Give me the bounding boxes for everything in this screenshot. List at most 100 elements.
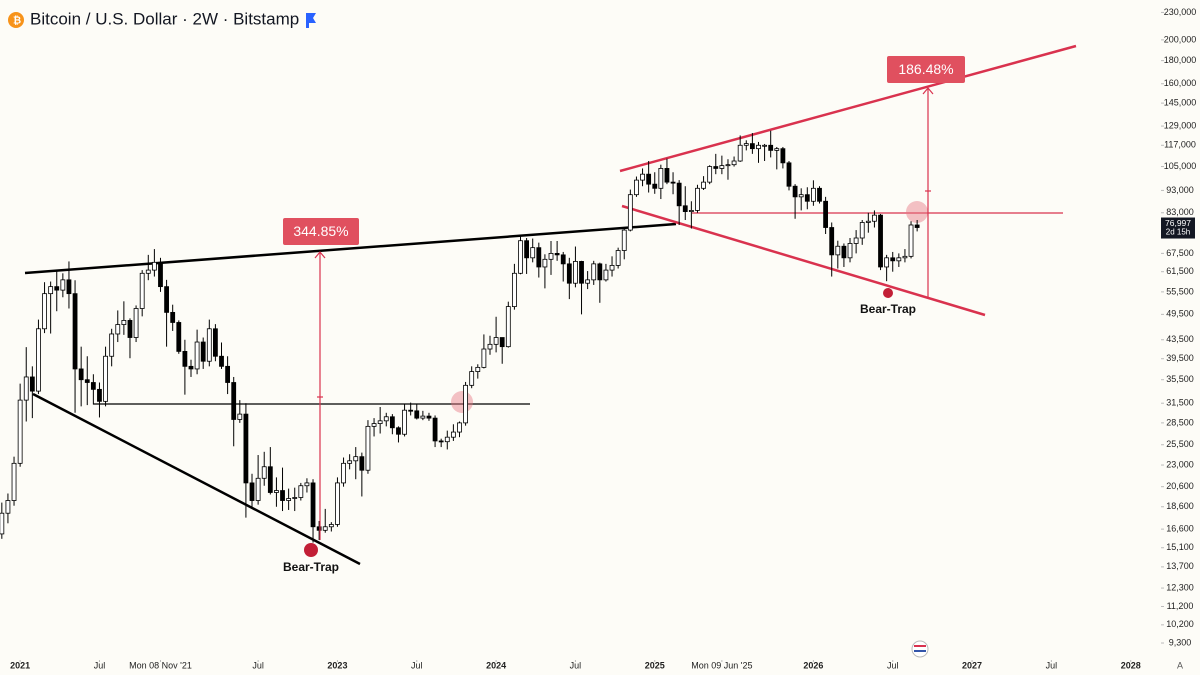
y-tick-label: 105,000 xyxy=(1164,161,1197,171)
y-tick-label: 49,500 xyxy=(1166,309,1194,319)
candle-body xyxy=(438,440,444,443)
candle-body xyxy=(383,416,389,422)
candle-body xyxy=(786,162,792,187)
x-tick-label: 2023 xyxy=(327,660,347,670)
candle-body xyxy=(5,500,11,514)
candle-body xyxy=(267,466,273,493)
flag-icon[interactable] xyxy=(306,13,316,28)
candle-body xyxy=(243,413,249,484)
candle-body xyxy=(847,243,853,259)
candle-body xyxy=(97,388,102,402)
candle-body xyxy=(365,425,371,471)
candle-body xyxy=(695,187,700,211)
events-icon-stripe xyxy=(914,650,926,652)
x-tick-label: Jul xyxy=(411,660,423,670)
candle-body xyxy=(54,286,60,291)
candle-body xyxy=(176,322,182,352)
auto-scale-button[interactable]: A xyxy=(1177,660,1183,670)
gain-label: 186.48% xyxy=(898,61,953,77)
chart-title: Bitcoin / U.S. Dollar · 2W · Bitstamp xyxy=(30,9,299,28)
candle-body xyxy=(676,182,682,207)
measure-arrowhead xyxy=(922,87,934,95)
candle-body xyxy=(11,462,17,501)
candle-body xyxy=(609,265,615,271)
candle-body xyxy=(274,490,279,493)
candle-body xyxy=(90,382,96,390)
x-tick-label: Mon 09 Jun '25 xyxy=(691,660,752,670)
candle-body xyxy=(457,422,462,433)
candle-body xyxy=(536,247,542,268)
candle-body xyxy=(914,224,920,228)
x-tick-label: 2027 xyxy=(962,660,982,670)
y-tick-label: 13,700 xyxy=(1166,561,1194,571)
y-tick-label: 93,000 xyxy=(1166,185,1194,195)
candle-body xyxy=(701,181,706,189)
candle-body xyxy=(414,410,420,419)
candle-body xyxy=(487,343,493,350)
bear-trap-label: Bear-Trap xyxy=(860,302,916,316)
candle-body xyxy=(328,524,334,528)
candle-body xyxy=(872,214,877,222)
y-tick-label: 10,200 xyxy=(1166,619,1194,629)
y-tick-label: 83,000 xyxy=(1166,207,1194,217)
candle-body xyxy=(29,376,35,392)
candle-body xyxy=(896,257,902,262)
candle-body xyxy=(261,466,267,479)
candle-body xyxy=(518,240,523,274)
y-tick-label: 9,300 xyxy=(1169,637,1192,647)
candle-body xyxy=(353,456,359,462)
candle-body xyxy=(524,240,530,259)
candle-body xyxy=(347,460,353,464)
candle-body xyxy=(493,337,499,345)
bitcoin-logo xyxy=(8,12,24,28)
y-tick-label: 35,500 xyxy=(1166,374,1194,384)
candle-body xyxy=(371,423,377,427)
candle-body xyxy=(566,263,572,284)
candle-body xyxy=(60,279,66,291)
candle-body xyxy=(670,181,676,184)
candle-body xyxy=(23,376,29,401)
candle-body xyxy=(42,293,47,330)
y-tick-label: 61,500 xyxy=(1166,266,1194,276)
candle-body xyxy=(762,144,767,147)
countdown-label: 2d 15h xyxy=(1166,228,1190,237)
candle-body xyxy=(658,168,664,189)
candle-body xyxy=(627,194,633,231)
candle-body xyxy=(554,252,560,256)
candle-body xyxy=(432,417,438,442)
last-price-tag xyxy=(1161,217,1195,239)
candle-body xyxy=(66,279,72,295)
candle-body xyxy=(255,477,261,501)
candle-body xyxy=(603,269,609,281)
candle-body xyxy=(707,166,713,183)
y-tick-label: 129,000 xyxy=(1164,120,1197,130)
candle-body xyxy=(396,427,401,435)
candle-body xyxy=(133,308,139,338)
candle-body xyxy=(450,431,456,438)
y-tick-label: 230,000 xyxy=(1164,7,1197,17)
y-tick-label: 180,000 xyxy=(1164,55,1197,65)
support-line xyxy=(32,392,361,566)
x-tick-label: 2028 xyxy=(1121,660,1141,670)
candle-body xyxy=(359,456,365,471)
y-tick-label: 28,500 xyxy=(1166,417,1194,427)
candle-body xyxy=(213,328,218,357)
candle-body xyxy=(286,498,292,501)
candle-body xyxy=(548,252,554,260)
y-tick-label: 31,500 xyxy=(1166,398,1194,408)
candle-body xyxy=(310,482,316,528)
candle-body xyxy=(115,324,121,335)
candle-body xyxy=(878,214,883,268)
candle-body xyxy=(505,306,511,348)
candle-body xyxy=(188,365,194,370)
candle-body xyxy=(597,263,603,281)
candle-body xyxy=(341,462,346,484)
candle-body xyxy=(377,420,383,424)
candle-body xyxy=(774,148,780,151)
candle-body xyxy=(792,185,798,198)
candle-body xyxy=(811,187,816,202)
candle-body xyxy=(36,328,41,392)
candle-body xyxy=(469,371,475,386)
